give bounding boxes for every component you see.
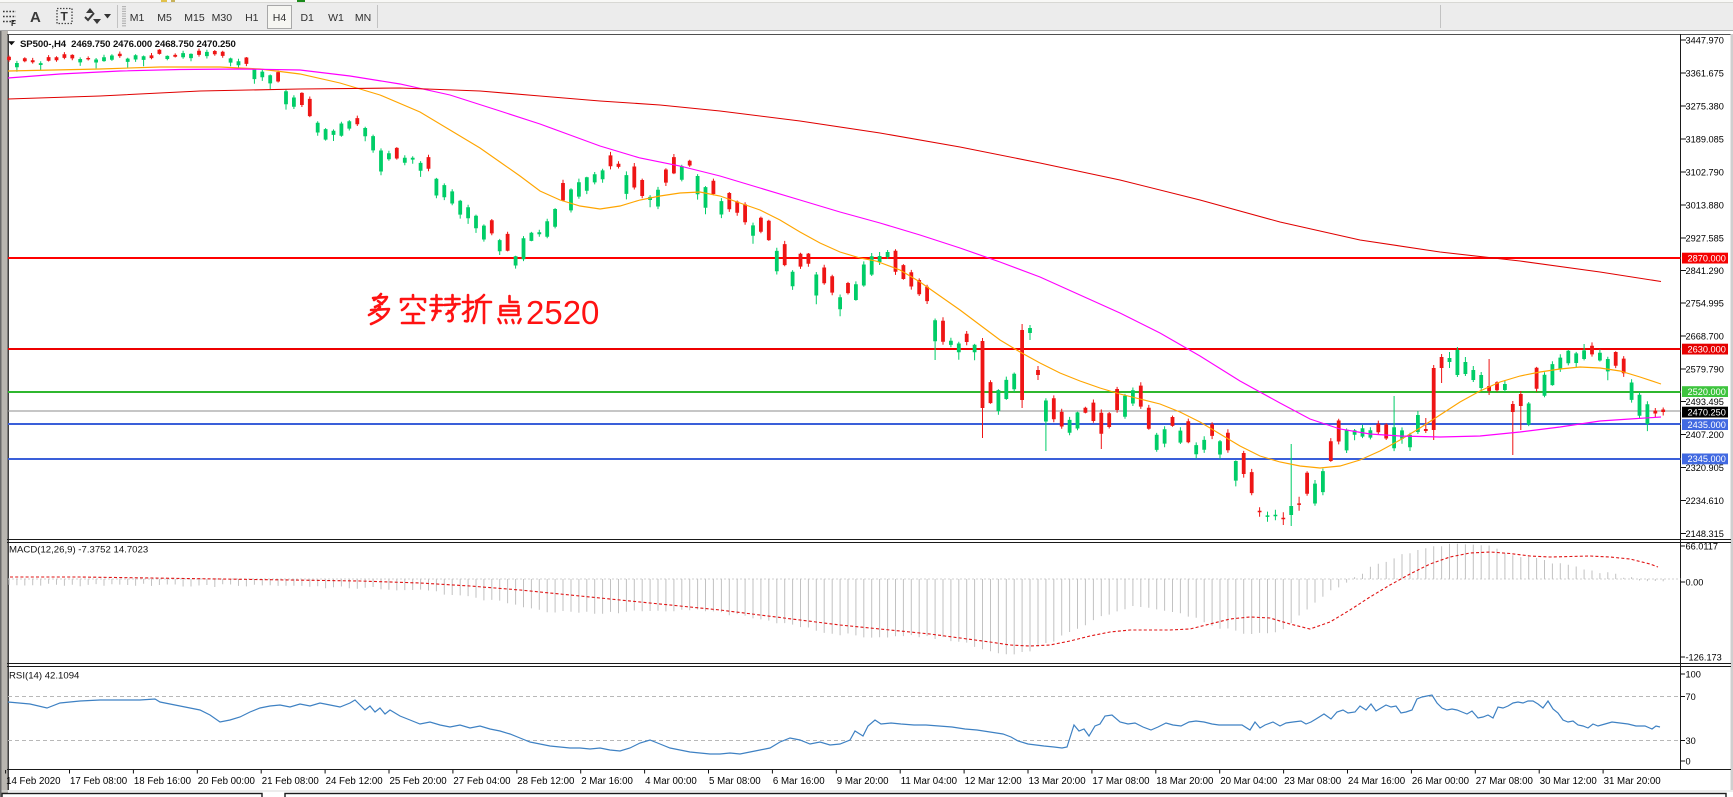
svg-text:70: 70	[1686, 692, 1696, 702]
svg-text:-126.173: -126.173	[1686, 652, 1722, 662]
svg-text:2520: 2520	[526, 294, 599, 331]
svg-text:2927.585: 2927.585	[1686, 233, 1724, 243]
svg-text:9 Mar 20:00: 9 Mar 20:00	[837, 776, 889, 787]
svg-text:0: 0	[1686, 756, 1691, 766]
svg-text:24 Feb 12:00: 24 Feb 12:00	[326, 776, 384, 787]
svg-text:26 Mar 00:00: 26 Mar 00:00	[1412, 776, 1470, 787]
svg-text:6 Mar 16:00: 6 Mar 16:00	[773, 776, 825, 787]
svg-text:12 Mar 12:00: 12 Mar 12:00	[965, 776, 1023, 787]
svg-text:2520.000: 2520.000	[1688, 387, 1726, 397]
svg-text:27 Mar 08:00: 27 Mar 08:00	[1476, 776, 1534, 787]
svg-text:17 Feb 08:00: 17 Feb 08:00	[70, 776, 128, 787]
svg-text:20 Mar 04:00: 20 Mar 04:00	[1220, 776, 1278, 787]
svg-text:2493.495: 2493.495	[1686, 397, 1724, 407]
svg-text:100: 100	[1686, 669, 1701, 679]
svg-text:13 Mar 20:00: 13 Mar 20:00	[1029, 776, 1087, 787]
svg-text:21 Feb 08:00: 21 Feb 08:00	[262, 776, 320, 787]
svg-text:F: F	[11, 19, 16, 28]
svg-text:31 Mar 20:00: 31 Mar 20:00	[1604, 776, 1662, 787]
svg-text:2407.200: 2407.200	[1686, 430, 1724, 440]
svg-text:2435.000: 2435.000	[1688, 420, 1726, 430]
svg-text:MN: MN	[355, 12, 371, 24]
svg-text:3102.790: 3102.790	[1686, 167, 1724, 177]
svg-text:M5: M5	[157, 12, 172, 24]
svg-text:27 Feb 04:00: 27 Feb 04:00	[453, 776, 511, 787]
svg-text:RSI(14) 42.1094: RSI(14) 42.1094	[9, 671, 80, 682]
svg-text:18 Mar 20:00: 18 Mar 20:00	[1156, 776, 1214, 787]
svg-text:14 Feb 2020: 14 Feb 2020	[6, 776, 61, 787]
svg-text:4 Mar 00:00: 4 Mar 00:00	[645, 776, 697, 787]
svg-text:D1: D1	[300, 12, 314, 24]
svg-text:0.00: 0.00	[1686, 577, 1704, 587]
svg-text:20 Feb 00:00: 20 Feb 00:00	[198, 776, 256, 787]
svg-text:23 Mar 08:00: 23 Mar 08:00	[1284, 776, 1342, 787]
svg-text:T: T	[61, 10, 69, 24]
svg-text:2630.000: 2630.000	[1688, 344, 1726, 354]
svg-text:25 Feb 20:00: 25 Feb 20:00	[390, 776, 448, 787]
svg-text:SP500-,H4 2469.750 2476.000 2: SP500-,H4 2469.750 2476.000 2468.750 247…	[20, 39, 236, 50]
svg-text:24 Mar 16:00: 24 Mar 16:00	[1348, 776, 1406, 787]
svg-text:18 Feb 16:00: 18 Feb 16:00	[134, 776, 192, 787]
svg-text:2345.000: 2345.000	[1688, 454, 1726, 464]
svg-text:2234.610: 2234.610	[1686, 496, 1724, 506]
svg-text:3013.880: 3013.880	[1686, 200, 1724, 210]
svg-text:M30: M30	[212, 12, 233, 24]
svg-text:W1: W1	[328, 12, 344, 24]
svg-text:H4: H4	[273, 12, 287, 24]
svg-text:3447.970: 3447.970	[1686, 35, 1724, 45]
svg-text:H1: H1	[245, 12, 259, 24]
svg-text:3361.675: 3361.675	[1686, 68, 1724, 78]
svg-text:5 Mar 08:00: 5 Mar 08:00	[709, 776, 761, 787]
svg-text:28 Feb 12:00: 28 Feb 12:00	[517, 776, 575, 787]
svg-text:2 Mar 16:00: 2 Mar 16:00	[581, 776, 633, 787]
svg-text:11 Mar 04:00: 11 Mar 04:00	[901, 776, 958, 787]
svg-text:30 Mar 12:00: 30 Mar 12:00	[1540, 776, 1598, 787]
svg-text:3189.085: 3189.085	[1686, 134, 1724, 144]
svg-text:2470.250: 2470.250	[1688, 407, 1726, 417]
svg-text:2320.905: 2320.905	[1686, 463, 1724, 473]
svg-text:30: 30	[1686, 736, 1696, 746]
svg-text:2841.290: 2841.290	[1686, 266, 1724, 276]
svg-text:17 Mar 08:00: 17 Mar 08:00	[1092, 776, 1150, 787]
svg-text:2668.700: 2668.700	[1686, 331, 1724, 341]
svg-text:2148.315: 2148.315	[1686, 529, 1724, 539]
svg-text:66.0117: 66.0117	[1686, 541, 1719, 551]
svg-text:2579.790: 2579.790	[1686, 364, 1724, 374]
svg-text:2870.000: 2870.000	[1688, 253, 1726, 263]
svg-text:MACD(12,26,9) -7.3752 14.7023: MACD(12,26,9) -7.3752 14.7023	[9, 545, 148, 556]
svg-text:M15: M15	[184, 12, 205, 24]
svg-text:3275.380: 3275.380	[1686, 101, 1724, 111]
svg-text:A: A	[30, 9, 41, 26]
svg-text:2754.995: 2754.995	[1686, 298, 1724, 308]
svg-text:M1: M1	[130, 12, 145, 24]
